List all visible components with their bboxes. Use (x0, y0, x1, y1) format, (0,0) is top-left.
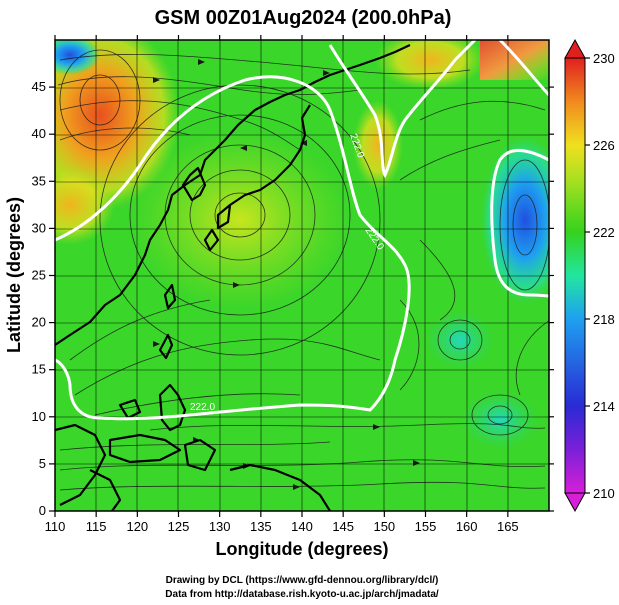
y-tick-label: 20 (32, 315, 46, 330)
x-tick-label: 150 (373, 519, 395, 534)
y-axis-label: Latitude (degrees) (4, 197, 24, 353)
x-tick-label: 110 (45, 519, 66, 534)
high-center (130, 130, 350, 310)
axis-ticks: 110 115 120 125 130 135 140 145 150 155 160 165 0 5 10… (32, 35, 554, 534)
x-axis-label: Longitude (degrees) (215, 539, 388, 559)
lat-lon-grid (55, 40, 549, 511)
colorbar-bottom-triangle (564, 492, 586, 513)
cool-region-south (460, 390, 540, 450)
colorbar: 210 214 218 222 226 230 (564, 38, 615, 513)
warm-region-northeast-corner (480, 40, 549, 80)
colorbar-tick-label: 210 (593, 486, 615, 501)
y-tick-label: 45 (32, 79, 46, 94)
y-tick-label: 10 (32, 409, 46, 424)
map-title: GSM 00Z01Aug2024 (200.0hPa) (155, 7, 452, 29)
credit-drawing: Drawing by DCL (https://www.gfd-dennou.o… (166, 575, 439, 586)
colorbar-top-triangle (564, 38, 586, 59)
x-tick-label: 135 (250, 519, 272, 534)
x-tick-label: 120 (126, 519, 148, 534)
y-tick-label: 25 (32, 268, 46, 283)
warm-region-north (353, 100, 403, 190)
colorbar-tick-label: 214 (593, 399, 615, 414)
x-tick-label: 145 (332, 519, 354, 534)
x-tick-label: 140 (291, 519, 313, 534)
warm-region-northwest (55, 40, 180, 210)
y-tick-label: 15 (32, 362, 46, 377)
y-tick-label: 35 (32, 173, 46, 188)
x-tick-label: 155 (415, 519, 437, 534)
colorbar-ticks: 210 214 218 222 226 230 (585, 51, 615, 501)
cool-region-northwest-corner (55, 40, 100, 75)
y-tick-label: 40 (32, 126, 46, 141)
plot-area: 222.0 222.0 222.0 (55, 40, 549, 511)
contour-222 (55, 40, 549, 421)
x-tick-label: 165 (497, 519, 519, 534)
credit-data: Data from http://database.rish.kyoto-u.a… (165, 589, 439, 600)
colorbar-tick-label: 218 (593, 312, 615, 327)
y-tick-label: 0 (39, 503, 46, 518)
y-tick-label: 5 (39, 456, 46, 471)
x-tick-label: 160 (456, 519, 478, 534)
x-tick-label: 130 (209, 519, 231, 534)
colorbar-tick-label: 230 (593, 51, 615, 66)
cool-region-southeast (425, 310, 495, 370)
y-tick-label: 30 (32, 220, 46, 235)
contour-label: 222.0 (190, 402, 215, 413)
warm-region-northeast (375, 40, 485, 90)
colorbar-tick-label: 226 (593, 138, 615, 153)
colorbar-tick-label: 222 (593, 225, 615, 240)
colorbar-gradient (564, 57, 586, 494)
x-tick-label: 115 (86, 519, 107, 534)
x-tick-label: 125 (168, 519, 190, 534)
cool-region-east (480, 135, 549, 305)
coastlines (55, 44, 411, 511)
